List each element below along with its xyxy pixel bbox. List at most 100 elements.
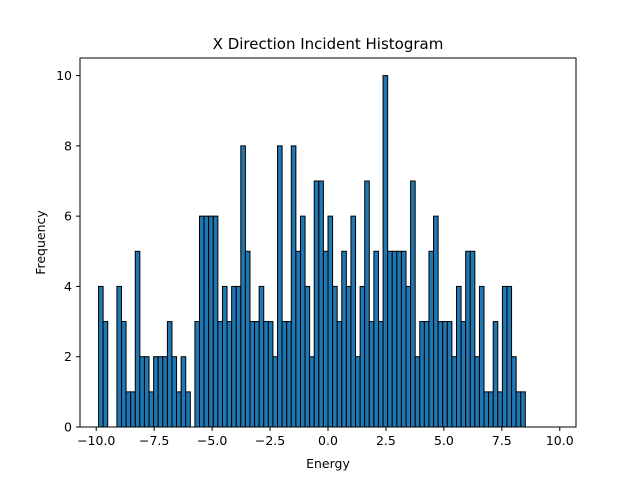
x-tick-label: 10.0 <box>546 433 574 448</box>
histogram-bar <box>313 180 320 428</box>
histogram-bar <box>400 250 407 428</box>
chart-title: X Direction Incident Histogram <box>213 35 444 53</box>
histogram-bar <box>515 391 522 428</box>
histogram-bar <box>368 321 375 428</box>
histogram-bar <box>355 356 361 428</box>
histogram-bar <box>148 391 155 428</box>
histogram-bar <box>396 250 402 428</box>
x-axis-label: Energy <box>306 456 350 471</box>
histogram-bar <box>456 285 462 428</box>
histogram-bar <box>102 321 109 428</box>
histogram-bar <box>286 321 292 428</box>
histogram-bar <box>120 321 127 428</box>
histogram-bar <box>157 356 164 428</box>
histogram-bar <box>497 391 503 428</box>
histogram-bar <box>267 321 274 428</box>
histogram-bar <box>244 250 251 428</box>
y-tick-label: 8 <box>64 138 72 153</box>
histogram-bar <box>377 321 384 428</box>
histogram-bar <box>116 285 122 428</box>
histogram-bar <box>235 285 242 428</box>
y-axis-ticks: 0 2 4 6 8 10 <box>56 68 80 435</box>
histogram-bar <box>295 250 301 428</box>
y-tick-label: 4 <box>64 279 72 294</box>
histogram-bar <box>130 391 136 428</box>
histogram-bar <box>359 285 366 428</box>
histogram-bar <box>336 321 343 428</box>
histogram-bar <box>194 321 201 428</box>
histogram-bar <box>171 356 178 428</box>
histogram-bar <box>428 250 435 428</box>
histogram-bar <box>125 391 132 428</box>
histogram-bar <box>341 250 347 428</box>
histogram-bar <box>277 145 283 428</box>
histogram-bar <box>423 321 430 428</box>
histogram-bar <box>465 250 471 428</box>
histogram-bar <box>166 321 173 428</box>
histogram-bar <box>410 180 416 428</box>
histogram-bar <box>506 285 513 428</box>
histogram-bar <box>240 145 246 428</box>
histogram-bar <box>483 391 490 428</box>
histogram-bar <box>212 215 219 428</box>
histogram-bar <box>446 321 453 428</box>
histogram-bar <box>405 285 412 428</box>
histogram-bar <box>143 356 150 428</box>
histogram-bar <box>460 321 467 428</box>
histogram-bar <box>98 285 104 428</box>
histogram-bar <box>318 180 324 428</box>
histogram-bar <box>478 285 485 428</box>
histogram-bar <box>263 321 269 428</box>
x-tick-label: 5.0 <box>434 433 454 448</box>
x-axis-ticks: −10.0 −7.5 −5.0 −2.5 0.0 2.5 5.0 7.5 10.0 <box>77 427 574 448</box>
histogram-bar <box>437 321 444 428</box>
histogram-bar <box>391 250 398 428</box>
histogram-bar <box>254 321 260 428</box>
histogram-bar <box>520 391 526 428</box>
histogram-bar <box>322 250 329 428</box>
histogram-bar <box>139 356 145 428</box>
histogram-bar <box>414 356 421 428</box>
histogram-bar <box>226 321 233 428</box>
histogram-bar <box>221 285 228 428</box>
x-tick-label: −5.0 <box>197 433 227 448</box>
histogram-bar <box>332 285 338 428</box>
histogram-bar <box>469 250 476 428</box>
histogram-bar <box>208 215 214 428</box>
x-tick-label: −7.5 <box>139 433 169 448</box>
histogram-bar <box>258 285 265 428</box>
x-tick-label: −2.5 <box>255 433 285 448</box>
histogram-bar <box>451 356 458 428</box>
histogram-bar <box>199 215 205 428</box>
y-tick-label: 2 <box>64 349 72 364</box>
histogram-bar <box>501 285 508 428</box>
histogram-bar <box>488 391 494 428</box>
histogram-bar <box>185 391 191 428</box>
histogram-bar <box>231 285 237 428</box>
histogram-bar <box>327 215 334 428</box>
histogram-bar <box>364 180 370 428</box>
histogram-bar <box>387 250 393 428</box>
histogram-bar <box>249 321 256 428</box>
histogram-bar <box>511 356 517 428</box>
histogram-bar <box>281 321 288 428</box>
histogram-bar <box>134 250 141 428</box>
y-tick-label: 10 <box>56 68 72 83</box>
histogram-bar <box>176 391 182 428</box>
histogram-bar <box>309 356 315 428</box>
histogram-bar <box>299 215 306 428</box>
histogram-bar <box>345 285 352 428</box>
histogram-bar <box>350 215 357 428</box>
histogram-bar <box>373 250 379 428</box>
histogram-bar <box>442 321 448 428</box>
histogram-bar <box>474 356 480 428</box>
y-tick-label: 0 <box>64 420 72 435</box>
histogram-bar <box>153 356 159 428</box>
histogram-bar <box>180 356 187 428</box>
x-tick-label: 7.5 <box>492 433 512 448</box>
histogram-bar <box>419 321 425 428</box>
histogram-bar <box>304 285 311 428</box>
y-axis-label: Frequency <box>33 210 48 275</box>
